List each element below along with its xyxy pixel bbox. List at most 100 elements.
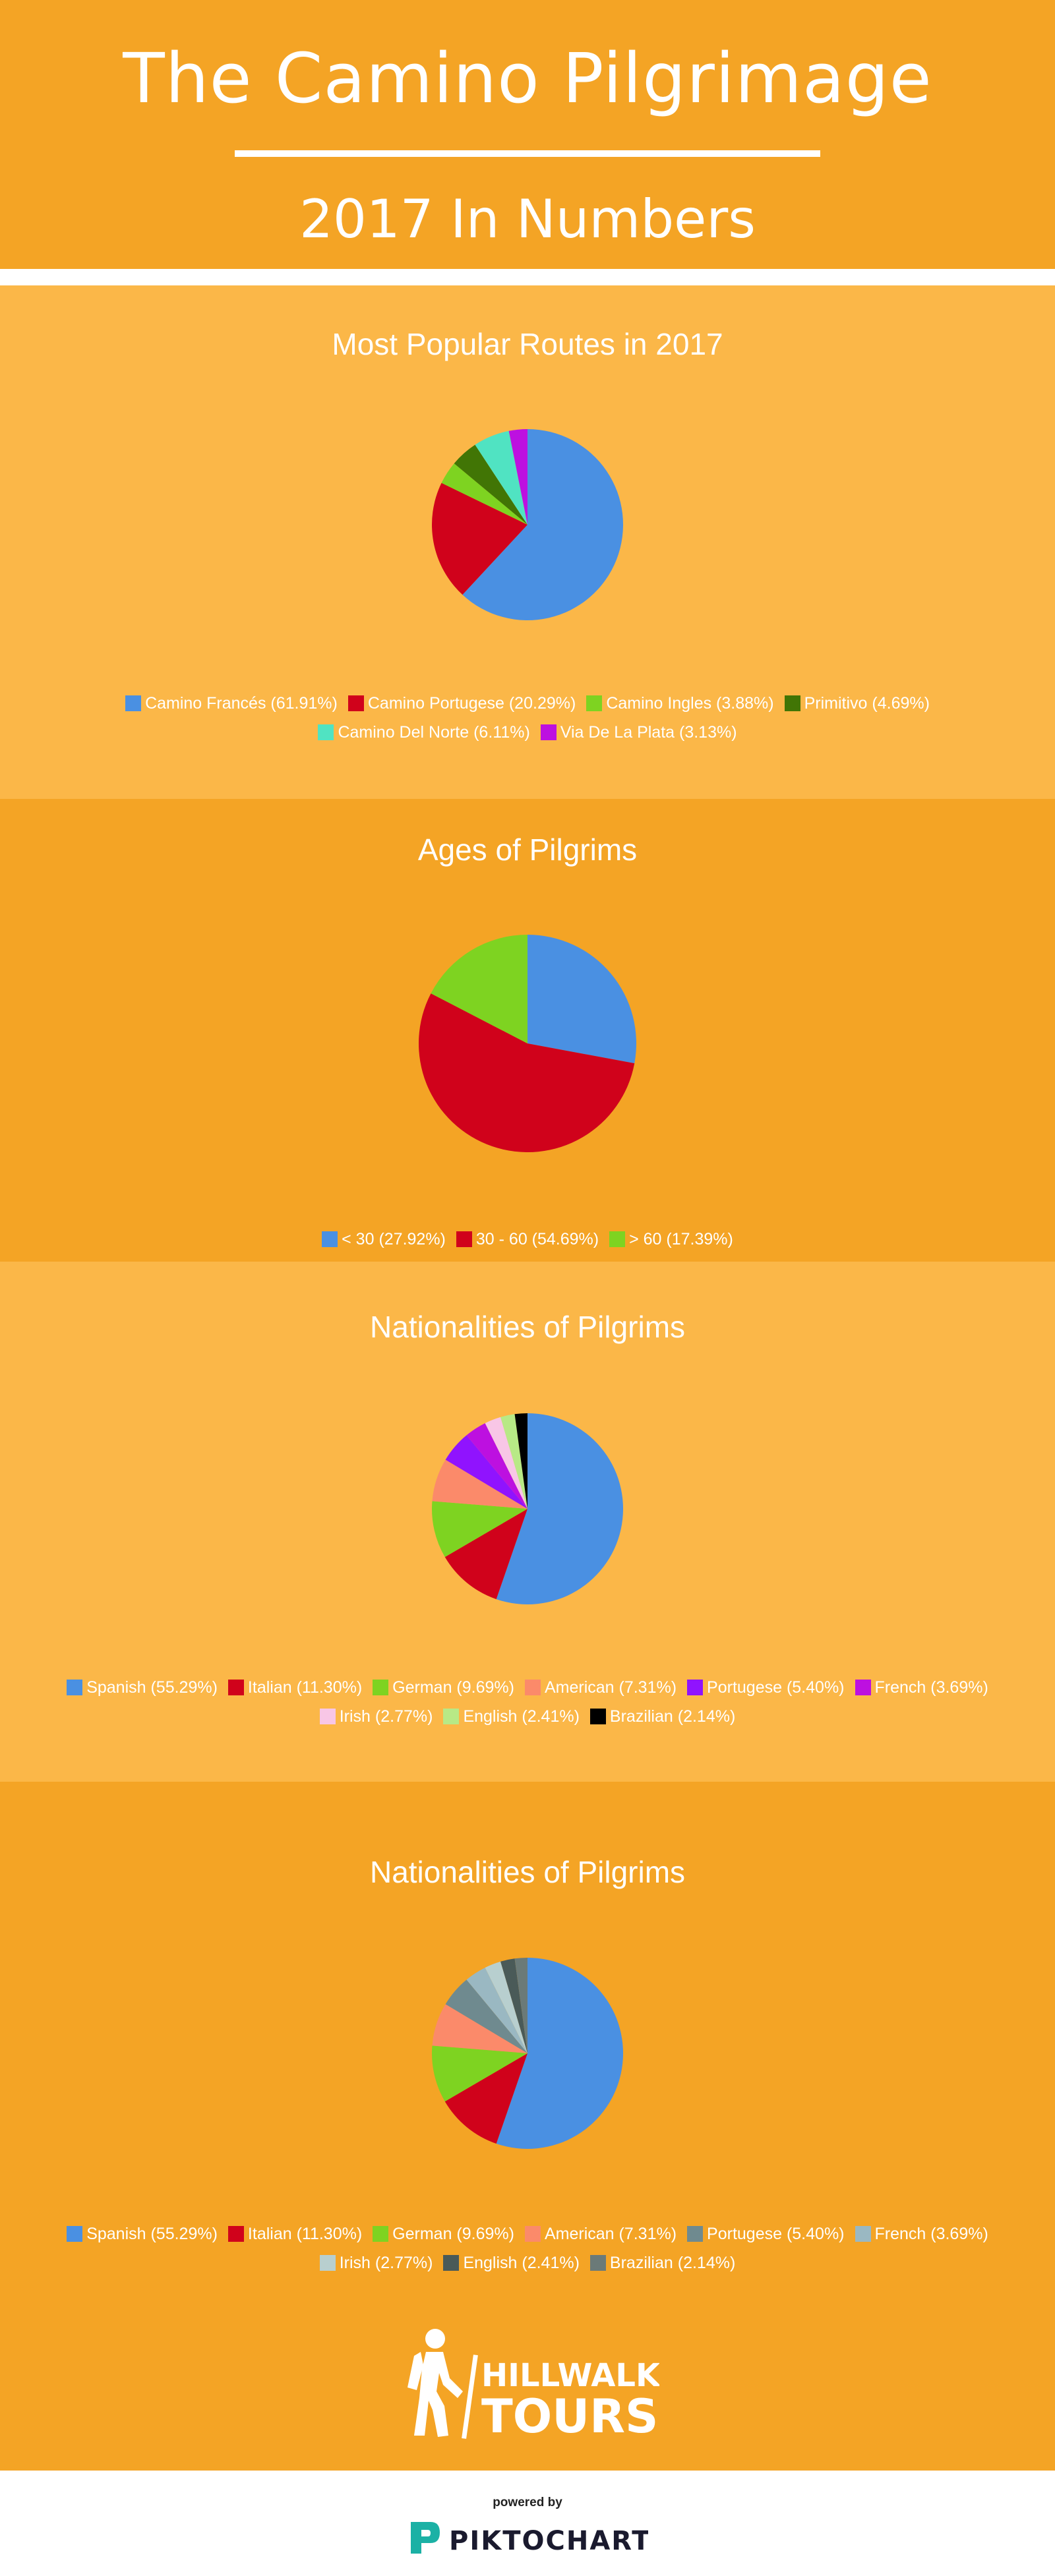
legend-item: American (7.31%) [524, 1674, 677, 1701]
nationalities-section: Nationalities of Pilgrims Spanish (55.29… [0, 1262, 1055, 1782]
legend-swatch [373, 2226, 389, 2242]
legend-label: Brazilian (2.14%) [609, 2253, 736, 2272]
legend-swatch [855, 2226, 871, 2242]
legend-swatch [227, 1680, 244, 1696]
legend-label: American (7.31%) [544, 2225, 677, 2244]
legend-swatch [347, 695, 364, 712]
nationalities-legend: Spanish (55.29%) Italian (11.30%) German (… [40, 1673, 1015, 1730]
legend-item: Brazilian (2.14%) [589, 1703, 735, 1730]
pie-slice-italian [444, 2053, 528, 2144]
nationalities-chart-title: Nationalities of Pilgrims [369, 1310, 686, 1344]
legend-item: Italian (11.30%) [227, 1674, 363, 1701]
logo-text-tours: TOURS [481, 2389, 658, 2442]
ages-legend: < 30 (27.92%) 30 - 60 (54.69%) > 60 (17.39… [40, 1225, 1015, 1253]
pie-slice-via-de-la-plata [508, 429, 528, 525]
pie-slice-english [500, 1414, 528, 1509]
routes-legend: Camino Francés (61.91%) Camino Portugese … [40, 689, 1015, 746]
header: The Camino Pilgrimage 2017 In Numbers [0, 0, 1055, 269]
pie-slice-irish [485, 1417, 528, 1509]
legend-row: Spanish (55.29%) Italian (11.30%) German (… [40, 2219, 1015, 2248]
legend-row: Irish (2.77%) English (2.41%) Brazilian (2… [40, 2248, 1015, 2276]
hiker-icon [407, 2329, 478, 2439]
nationalities-alt-section: Nationalities of Pilgrims Spanish (55.29… [0, 1782, 1055, 2471]
legend-item: Via De La Plata (3.13%) [540, 718, 737, 746]
legend-swatch [524, 1680, 541, 1696]
legend-swatch [322, 1231, 338, 1248]
legend-label: German (9.69%) [392, 2225, 514, 2244]
legend-swatch [855, 1680, 871, 1696]
legend-item: Camino Portugese (20.29%) [347, 689, 576, 717]
legend-item: > 60 (17.39%) [609, 1225, 733, 1253]
legend-label: Spanish (55.29%) [86, 2225, 218, 2244]
legend-swatch [125, 695, 142, 712]
legend-swatch [687, 2226, 704, 2242]
pie-slice-french [466, 1423, 528, 1509]
pie-slice-italian [444, 1509, 528, 1600]
legend-label: American (7.31%) [544, 1678, 677, 1697]
legend-swatch [227, 2226, 244, 2242]
legend-label: French (3.69%) [874, 1678, 988, 1697]
legend-item: English (2.41%) [443, 2249, 580, 2277]
pie-slice-brazilian [514, 1958, 528, 2053]
legend-row: Spanish (55.29%) Italian (11.30%) German (… [40, 1673, 1015, 1701]
nationalities-alt-legend: Spanish (55.29%) Italian (11.30%) German (… [40, 2219, 1015, 2277]
legend-item: French (3.69%) [855, 1674, 988, 1701]
legend-swatch [319, 2254, 336, 2271]
legend-label: > 60 (17.39%) [629, 1230, 733, 1249]
title-divider [235, 150, 820, 157]
legend-item: Camino Ingles (3.88%) [586, 689, 774, 717]
legend-item: German (9.69%) [373, 2220, 514, 2248]
legend-item: French (3.69%) [855, 2220, 988, 2248]
nationalities-pie-chart [432, 1413, 623, 1604]
pie-slice-30 [528, 935, 636, 1064]
hillwalk-tours-logo: HILLWALK TOURS [407, 2329, 659, 2442]
legend-label: Camino Francés (61.91%) [145, 694, 338, 713]
legend-label: Irish (2.77%) [339, 1707, 433, 1726]
ages-section: Ages of Pilgrims < 30 (27.92%) 30 - 60 (5… [0, 799, 1055, 1262]
pie-slice-30-60 [418, 993, 635, 1153]
nationalities-alt-chart-title: Nationalities of Pilgrims [369, 1855, 686, 1889]
legend-swatch [589, 2254, 606, 2271]
legend-label: French (3.69%) [874, 2225, 988, 2244]
legend-swatch [319, 1708, 336, 1724]
routes-pie-chart [432, 429, 623, 620]
legend-item: < 30 (27.92%) [322, 1225, 446, 1253]
legend-label: Portugese (5.40%) [707, 2225, 845, 2244]
legend-label: Camino Del Norte (6.11%) [338, 722, 530, 742]
legend-swatch [524, 2226, 541, 2242]
legend-swatch [609, 1231, 626, 1248]
legend-label: English (2.41%) [463, 2253, 580, 2272]
legend-label: Camino Portugese (20.29%) [367, 694, 576, 713]
legend-label: Camino Ingles (3.88%) [606, 694, 774, 713]
legend-item: Spanish (55.29%) [67, 1674, 218, 1701]
legend-label: Italian (11.30%) [247, 2225, 363, 2244]
logo-text-hillwalk: HILLWALK [481, 2357, 659, 2394]
legend-row: Irish (2.77%) English (2.41%) Brazilian (2… [40, 1701, 1015, 1730]
legend-label: Portugese (5.40%) [707, 1678, 845, 1697]
legend-label: Italian (11.30%) [247, 1678, 363, 1697]
powered-by-text: powered by [493, 2496, 562, 2509]
legend-swatch [443, 1708, 460, 1724]
legend-row: Camino Francés (61.91%) Camino Portugese … [40, 689, 1015, 717]
ages-pie-chart [418, 935, 636, 1153]
legend-item: Primitivo (4.69%) [784, 689, 930, 717]
ages-chart-title: Ages of Pilgrims [417, 833, 638, 867]
piktochart-icon [411, 2522, 440, 2554]
legend-label: English (2.41%) [463, 1707, 580, 1726]
legend-swatch [586, 695, 603, 712]
legend-item: Portugese (5.40%) [687, 2220, 845, 2248]
pie-slice-camino-portugese [432, 483, 528, 595]
legend-item: Camino Francés (61.91%) [125, 689, 338, 717]
pie-slice-camino-franc-s [462, 429, 623, 620]
section-divider [0, 269, 1055, 285]
legend-item: 30 - 60 (54.69%) [456, 1225, 599, 1253]
legend-item: Camino Del Norte (6.11%) [318, 718, 530, 746]
legend-swatch [67, 1680, 83, 1696]
routes-section: Most Popular Routes in 2017 Camino Franc… [0, 285, 1055, 799]
piktochart-logo[interactable]: PIKTOCHART [407, 2517, 648, 2563]
pie-slice-primitivo [454, 444, 528, 525]
legend-swatch [784, 695, 800, 712]
legend-label: German (9.69%) [392, 1678, 514, 1697]
nationalities-alt-pie-chart [432, 1958, 623, 2149]
legend-item: American (7.31%) [524, 2220, 677, 2248]
